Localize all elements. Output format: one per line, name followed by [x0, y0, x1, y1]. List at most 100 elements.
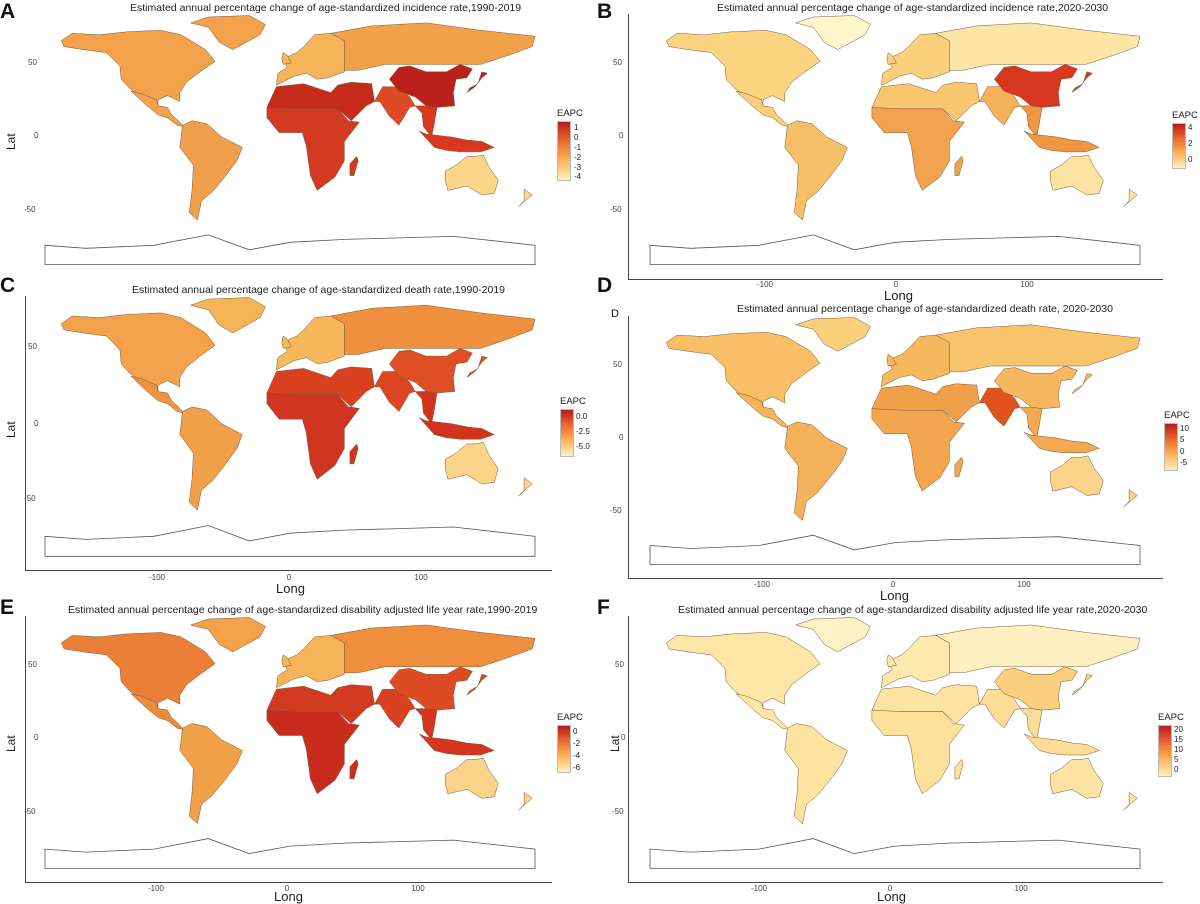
legend-title: EAPC — [557, 712, 583, 723]
y-tick: 0 — [34, 733, 39, 742]
region-latam — [130, 693, 185, 731]
x-tick: -100 — [147, 884, 165, 893]
legend-tick: -2.5 — [576, 427, 590, 436]
x-tick: -100 — [750, 884, 768, 893]
region-northamerica — [60, 30, 216, 108]
legend-colorbar — [1172, 123, 1186, 169]
region-antarctica — [44, 234, 536, 266]
legend-tick: 0 — [1174, 765, 1179, 774]
region-nz — [1123, 489, 1138, 508]
legend-tick: -3 — [574, 163, 582, 172]
region-africa — [266, 392, 360, 480]
x-tick: -100 — [148, 573, 166, 582]
region-australia — [1049, 757, 1104, 799]
region-antarctica — [649, 838, 1141, 869]
y-tick: 50 — [615, 660, 624, 669]
panel-letter: C — [0, 274, 16, 297]
region-uk — [886, 353, 897, 367]
region-northamerica — [60, 312, 216, 394]
plot-frame — [628, 616, 1163, 883]
region-uk — [281, 335, 292, 349]
world-map-choropleth — [649, 317, 1141, 566]
panel-title: Estimated annual percentage change of ag… — [737, 303, 1113, 315]
world-map-choropleth — [44, 15, 536, 266]
region-greenland — [794, 15, 871, 50]
region-japan — [466, 355, 488, 378]
region-africa — [266, 709, 360, 795]
region-nz — [1123, 188, 1138, 207]
long-axis-label: Long — [880, 588, 909, 603]
region-uk — [886, 654, 897, 668]
region-uk — [886, 52, 897, 65]
panel-letter: D — [597, 274, 613, 297]
region-southamerica — [179, 120, 243, 221]
region-china — [994, 365, 1078, 409]
y-tick: 50 — [28, 660, 37, 669]
region-antarctica — [44, 525, 536, 557]
legend-tick: 2 — [1188, 139, 1193, 148]
region-uk — [281, 654, 292, 668]
y-tick: 50 — [613, 58, 622, 67]
region-southamerica — [784, 120, 848, 221]
x-tick: -100 — [753, 580, 771, 589]
plot-frame — [25, 616, 552, 883]
region-russia — [330, 22, 536, 71]
legend-tick: -1 — [574, 143, 582, 152]
y-tick: 0 — [34, 419, 39, 428]
region-antarctica — [649, 234, 1141, 266]
legend-title: EAPC — [1172, 110, 1198, 121]
legend-colorbar — [1164, 423, 1178, 471]
region-china — [389, 64, 473, 108]
legend-tick: 1 — [574, 123, 579, 132]
long-axis-label: Long — [884, 288, 913, 303]
panel-title: Estimated annual percentage change of ag… — [132, 284, 506, 296]
x-tick: 100 — [1017, 580, 1031, 589]
region-australia — [1049, 455, 1104, 496]
legend-tick: 10 — [1180, 424, 1189, 433]
region-latam — [130, 90, 185, 128]
region-madagascar — [349, 758, 359, 780]
region-japan — [466, 673, 488, 696]
region-latam — [735, 693, 790, 731]
legend-colorbar — [557, 725, 571, 773]
legend-tick: 0 — [1180, 447, 1185, 456]
region-australia — [444, 757, 499, 799]
long-axis-label: Long — [276, 581, 305, 596]
legend-tick: 20 — [1174, 725, 1183, 734]
region-china — [389, 348, 473, 394]
plot-frame — [628, 14, 1163, 280]
legend-tick: 5 — [1174, 755, 1179, 764]
region-australia — [1049, 154, 1104, 196]
legend-colorbar — [1158, 725, 1172, 777]
region-southamerica — [784, 421, 848, 521]
x-tick: 100 — [411, 884, 425, 893]
legend-tick: -4 — [573, 751, 581, 760]
long-axis-label: Long — [877, 889, 906, 904]
region-china — [389, 666, 473, 711]
region-japan — [466, 71, 488, 93]
region-southamerica — [784, 723, 848, 825]
region-madagascar — [349, 443, 359, 465]
long-axis-label: Long — [274, 889, 303, 904]
region-japan — [1071, 673, 1093, 696]
x-tick: 100 — [414, 573, 428, 582]
x-tick: 0 — [893, 280, 899, 289]
region-greenland — [189, 617, 266, 653]
legend-title: EAPC — [560, 396, 586, 407]
region-sea — [414, 105, 438, 138]
region-antarctica — [44, 838, 536, 869]
region-greenland — [794, 617, 871, 653]
y-tick: -50 — [610, 205, 622, 214]
y-tick: -50 — [24, 205, 36, 214]
region-russia — [330, 304, 536, 355]
region-northamerica — [60, 632, 216, 711]
legend-tick: -4 — [574, 172, 582, 181]
world-map-choropleth — [44, 297, 536, 557]
legend-tick: -6 — [573, 763, 581, 772]
region-japan — [1071, 71, 1093, 93]
y-tick: -50 — [612, 807, 624, 816]
region-latam — [735, 392, 790, 429]
legend-tick: 10 — [1174, 745, 1183, 754]
region-sea — [1019, 105, 1043, 138]
y-tick: 0 — [619, 131, 624, 140]
